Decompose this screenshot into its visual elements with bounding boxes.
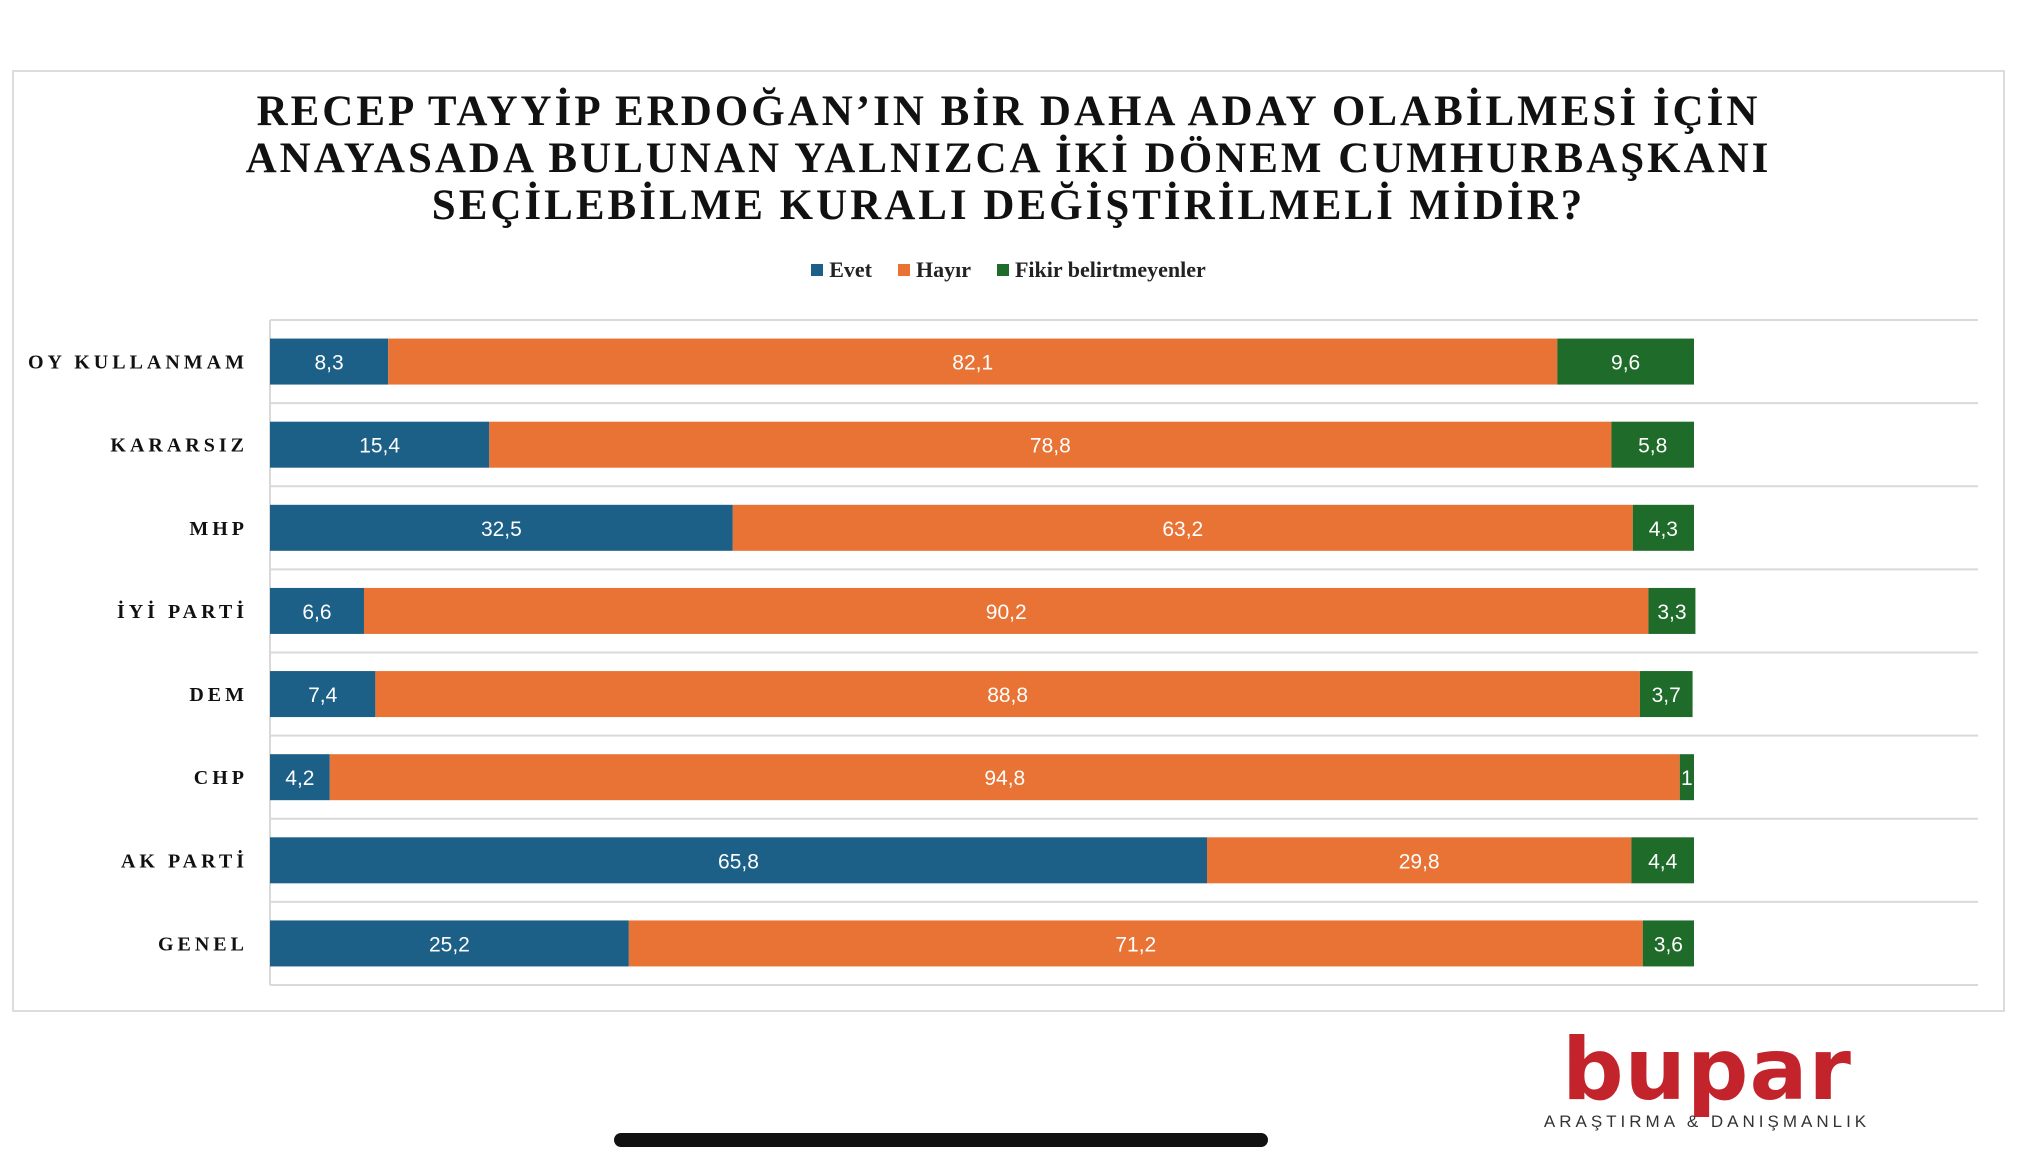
- bar-segment: [270, 421, 490, 468]
- bar-segment: [270, 754, 330, 801]
- data-label: 32,5: [481, 518, 522, 541]
- category-label: AK PARTİ: [121, 848, 248, 872]
- bar-segment: [1557, 338, 1694, 385]
- data-label: 4,4: [1648, 850, 1678, 873]
- data-label: 7,4: [308, 684, 338, 707]
- bar-segment: [363, 587, 1649, 634]
- data-label: 9,6: [1611, 352, 1640, 375]
- bar-segment: [732, 504, 1633, 551]
- bar-segment: [375, 671, 1640, 718]
- category-label: GENEL: [158, 933, 248, 955]
- data-label: 25,2: [429, 933, 470, 956]
- category-label: DEM: [189, 684, 248, 706]
- bar-segment: [270, 338, 389, 385]
- category-label: İYİ PARTİ: [117, 599, 248, 623]
- data-label: 8,3: [314, 352, 343, 375]
- bar-segment: [489, 421, 1612, 468]
- bar-segment: [270, 920, 629, 967]
- legend-label-fikir: Fikir belirtmeyenler: [1014, 257, 1206, 282]
- bar-segment: [329, 754, 1680, 801]
- title-line-1: RECEP TAYYİP ERDOĞAN’IN BİR DAHA ADAY OL…: [256, 88, 1761, 135]
- data-label: 5,8: [1638, 435, 1667, 458]
- legend-label-hayir: Hayır: [915, 257, 971, 282]
- bar-segment: [628, 920, 1643, 967]
- bar-segment: [388, 338, 1558, 385]
- category-label: KARARSIZ: [110, 435, 248, 457]
- data-label: 63,2: [1162, 518, 1203, 541]
- legend-item-hayir: Hayır: [897, 257, 971, 283]
- data-label: 3,6: [1654, 933, 1683, 956]
- bar-segment: [270, 504, 733, 551]
- data-label: 4,3: [1649, 518, 1678, 541]
- bar-segment: [1679, 754, 1694, 801]
- bar-segment: [1631, 837, 1694, 884]
- category-label: OY KULLANMAM: [28, 352, 248, 374]
- home-indicator: [614, 1133, 1268, 1147]
- bar-segment: [1642, 920, 1694, 967]
- legend-label-evet: Evet: [829, 257, 872, 282]
- legend-swatch-evet: [811, 264, 824, 276]
- data-label: 1: [1681, 767, 1693, 790]
- bar-segment: [1206, 837, 1632, 884]
- data-label: 88,8: [987, 684, 1028, 707]
- bar-segment: [1639, 671, 1693, 718]
- data-label: 90,2: [986, 601, 1027, 624]
- title-line-3: SEÇİLEBİLME KURALI DEĞİŞTİRİLMELİ MİDİR?: [431, 182, 1586, 229]
- legend: Evet Hayır Fikir belirtmeyenler: [0, 257, 2017, 283]
- bar-segment: [270, 837, 1207, 884]
- bar-segment: [270, 671, 376, 718]
- legend-item-evet: Evet: [811, 257, 872, 283]
- data-label: 65,8: [718, 850, 759, 873]
- legend-swatch-hayir: [897, 264, 910, 276]
- logo-wordmark: bupar: [1562, 1020, 1852, 1120]
- bar-segment: [270, 587, 364, 634]
- data-label: 4,2: [285, 767, 314, 790]
- data-label: 3,3: [1657, 601, 1686, 624]
- data-label: 78,8: [1030, 435, 1071, 458]
- data-label: 3,7: [1652, 684, 1681, 707]
- chart-title: RECEP TAYYİP ERDOĞAN’IN BİR DAHA ADAY OL…: [0, 88, 2017, 229]
- data-label: 15,4: [359, 435, 400, 458]
- data-label: 6,6: [302, 601, 331, 624]
- bar-segment: [1648, 587, 1696, 634]
- bar-segment: [1632, 504, 1694, 551]
- bupar-logo: bupar ARAŞTIRMA & DANIŞMANLIK: [1512, 1022, 1902, 1140]
- bar-segment: [1611, 421, 1694, 468]
- data-label: 29,8: [1399, 850, 1440, 873]
- title-line-2: ANAYASADA BULUNAN YALNIZCA İKİ DÖNEM CUM…: [245, 135, 1772, 182]
- data-label: 82,1: [952, 352, 993, 375]
- legend-swatch-fikir: [996, 264, 1009, 276]
- legend-item-fikir: Fikir belirtmeyenler: [996, 257, 1206, 283]
- data-label: 71,2: [1115, 933, 1156, 956]
- category-label: MHP: [189, 518, 248, 540]
- data-label: 94,8: [984, 767, 1025, 790]
- category-label: CHP: [194, 767, 248, 789]
- logo-subtitle: ARAŞTIRMA & DANIŞMANLIK: [1543, 1112, 1871, 1131]
